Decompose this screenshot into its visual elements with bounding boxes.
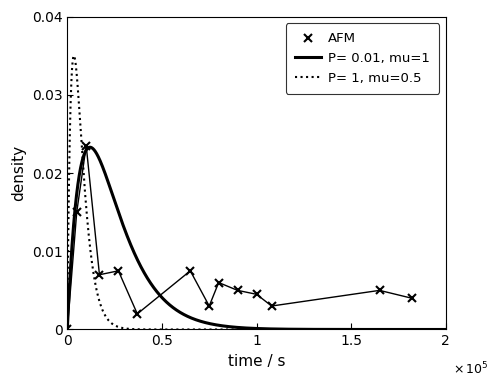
Y-axis label: density: density	[11, 145, 26, 201]
Legend: AFM, P= 0.01, mu=1, P= 1, mu=0.5: AFM, P= 0.01, mu=1, P= 1, mu=0.5	[286, 23, 439, 94]
X-axis label: time / s: time / s	[228, 354, 285, 369]
Text: $\times\,10^5$: $\times\,10^5$	[454, 361, 488, 377]
